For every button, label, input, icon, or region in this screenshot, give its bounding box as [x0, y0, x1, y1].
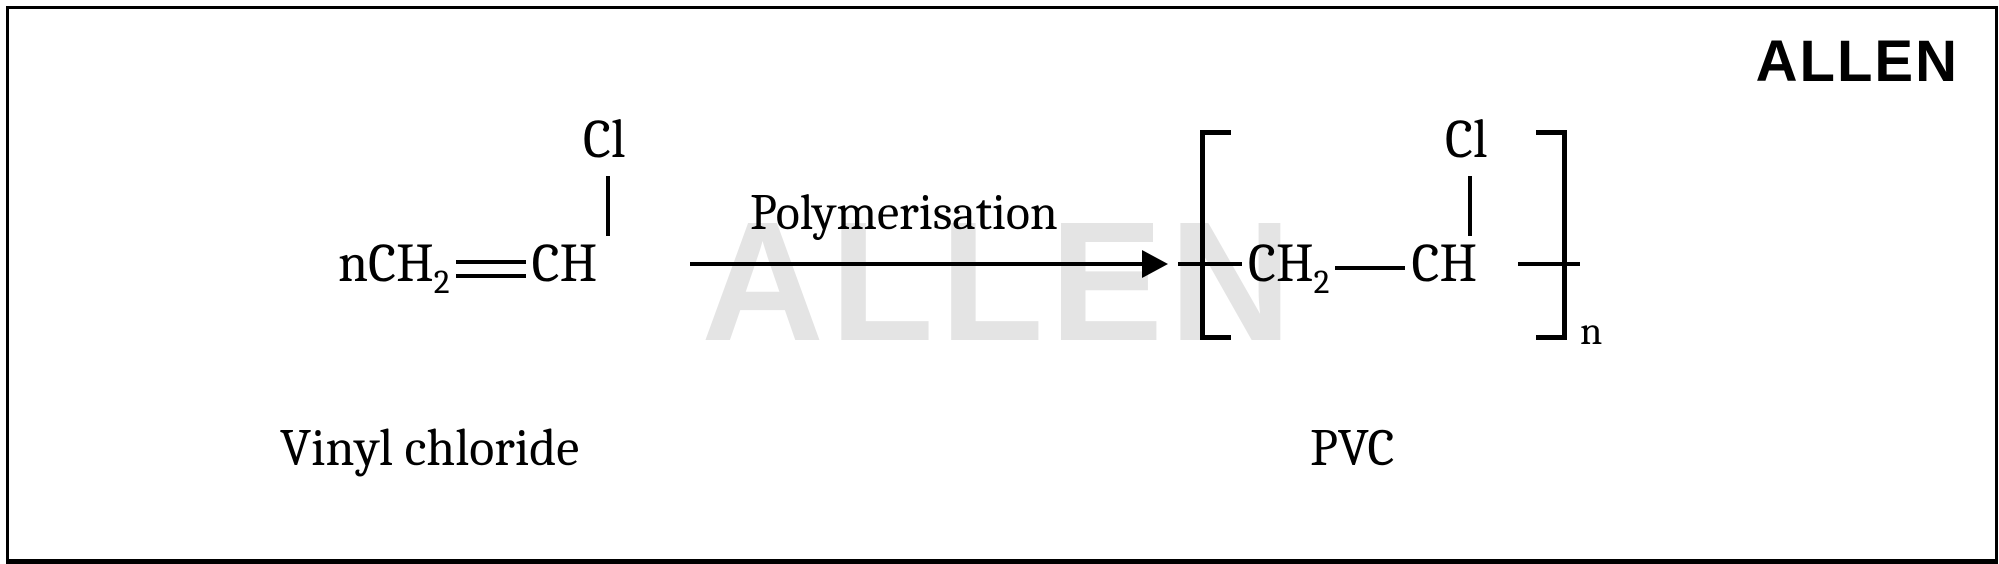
arrow-label: Polymerisation: [750, 184, 1058, 242]
polymer-bracket-right: [1536, 130, 1567, 340]
monomer-vertical-bond: [606, 176, 610, 236]
monomer-right-group: CH: [532, 232, 598, 295]
monomer-formula: nCH2CH: [338, 232, 597, 302]
arrow-head-icon: [1142, 250, 1168, 278]
brand-logo: ALLEN: [1756, 28, 1959, 95]
polymer-formula: CH2CH: [1248, 232, 1477, 302]
arrow-shaft: [690, 262, 1144, 266]
monomer-left-group: CH: [368, 232, 434, 295]
polymer-repeat-sub: n: [1580, 308, 1602, 354]
polymer-vertical-bond: [1468, 176, 1472, 236]
polymer-left-sub: 2: [1314, 264, 1330, 302]
polymer-substituent: Cl: [1445, 108, 1488, 171]
monomer-coeff: n: [338, 232, 368, 295]
monomer-caption: Vinyl chloride: [280, 418, 579, 478]
polymer-caption: PVC: [1310, 418, 1395, 478]
monomer-substituent: Cl: [583, 108, 626, 171]
diagram-frame: [6, 6, 1998, 564]
monomer-left-sub: 2: [434, 264, 450, 302]
polymer-left-group: CH: [1248, 232, 1314, 295]
single-bond: [1335, 266, 1405, 270]
polymer-left-dangling-bond: [1178, 262, 1242, 266]
polymer-right-group: CH: [1411, 232, 1477, 295]
polymer-bracket-left: [1200, 130, 1231, 340]
